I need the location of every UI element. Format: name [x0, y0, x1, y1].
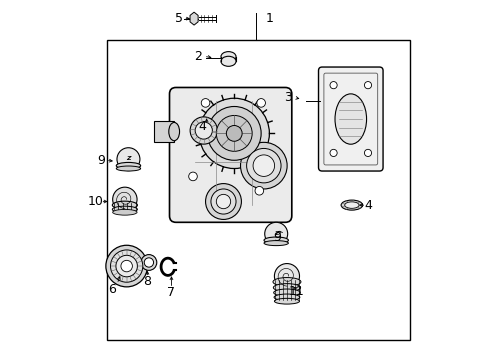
Circle shape [144, 258, 153, 267]
Ellipse shape [335, 94, 367, 144]
Circle shape [211, 189, 236, 214]
Circle shape [253, 155, 274, 176]
Ellipse shape [112, 201, 137, 209]
Ellipse shape [113, 210, 137, 215]
Text: 11: 11 [289, 285, 304, 298]
Circle shape [199, 98, 270, 168]
Text: 8: 8 [144, 275, 151, 288]
Circle shape [116, 255, 137, 277]
Circle shape [274, 264, 299, 289]
Circle shape [246, 148, 281, 183]
Circle shape [226, 126, 242, 141]
Text: 1: 1 [266, 12, 274, 25]
Ellipse shape [344, 202, 359, 208]
Circle shape [141, 255, 157, 270]
Text: 2: 2 [195, 50, 202, 63]
Circle shape [195, 122, 212, 139]
Bar [154, 121, 174, 142]
Ellipse shape [274, 289, 300, 296]
Circle shape [106, 245, 147, 287]
Circle shape [201, 99, 210, 107]
Text: Z: Z [274, 230, 278, 235]
Circle shape [257, 99, 266, 107]
Ellipse shape [264, 237, 289, 243]
Ellipse shape [169, 122, 179, 141]
Ellipse shape [221, 56, 236, 66]
Text: 10: 10 [88, 195, 103, 208]
Ellipse shape [116, 162, 141, 169]
Circle shape [189, 172, 197, 181]
Ellipse shape [274, 294, 300, 301]
Circle shape [207, 107, 261, 160]
Circle shape [365, 149, 371, 157]
Circle shape [111, 250, 143, 282]
Text: 9: 9 [97, 154, 105, 167]
Circle shape [121, 260, 132, 272]
Ellipse shape [112, 206, 137, 213]
Text: Z: Z [126, 156, 131, 161]
Circle shape [190, 117, 218, 144]
Circle shape [216, 116, 252, 151]
Ellipse shape [264, 240, 289, 246]
Text: 3: 3 [284, 91, 292, 104]
Polygon shape [190, 12, 198, 25]
Text: 7: 7 [168, 287, 175, 300]
Circle shape [365, 82, 371, 89]
Ellipse shape [341, 200, 363, 210]
Ellipse shape [116, 166, 141, 171]
Text: 4: 4 [198, 120, 206, 133]
Ellipse shape [273, 284, 300, 292]
Ellipse shape [274, 298, 299, 304]
FancyBboxPatch shape [170, 87, 292, 222]
Text: 5: 5 [174, 12, 183, 25]
Circle shape [216, 194, 231, 209]
Text: 6: 6 [108, 283, 116, 296]
Circle shape [117, 148, 140, 171]
Ellipse shape [221, 51, 236, 62]
Bar [107, 40, 410, 339]
Circle shape [330, 82, 337, 89]
Circle shape [241, 142, 287, 189]
Circle shape [205, 184, 242, 220]
Circle shape [113, 187, 137, 212]
Circle shape [255, 186, 264, 195]
Text: 4: 4 [365, 199, 373, 212]
Text: 9: 9 [273, 231, 281, 244]
Circle shape [330, 149, 337, 157]
Ellipse shape [273, 278, 301, 286]
Circle shape [265, 222, 288, 245]
FancyBboxPatch shape [318, 67, 383, 171]
